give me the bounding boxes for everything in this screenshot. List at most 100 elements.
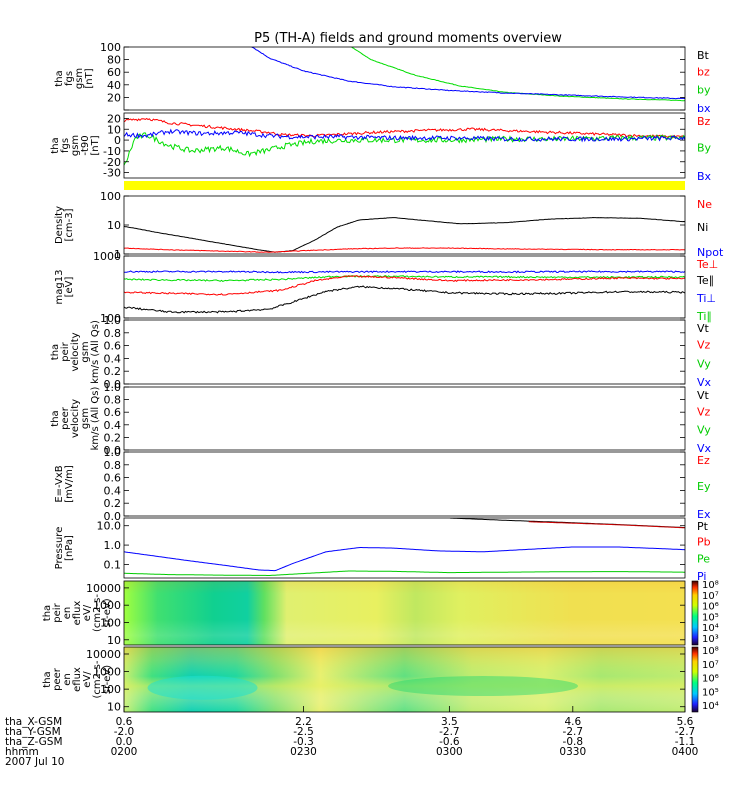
y-tick-label: 100 [100, 312, 121, 325]
y-tick-label: 60 [107, 66, 121, 79]
x-row-value: 5.6 [677, 716, 694, 728]
y-axis-label-line: gsm [74, 68, 85, 89]
series-line-Pi [124, 546, 685, 572]
y-axis-label-line: (cm2-s- [92, 594, 103, 632]
legend-Vx: Vx [697, 442, 712, 455]
colorbar-tick-label: 10⁸ [702, 646, 719, 657]
x-row-label: tha_Y-GSM [5, 726, 61, 738]
x-row-value: 0.0 [116, 736, 133, 748]
y-axis-label-line: tha [42, 671, 53, 687]
y-tick-label: 10 [107, 701, 121, 714]
y-tick-label: 0.4 [104, 484, 122, 497]
y-axis-label-line: eflux [72, 601, 83, 626]
y-axis-label-line: Density [54, 206, 65, 244]
y-tick-label: 1 [114, 248, 121, 261]
panel-peer-spectrogram: 10⁴ 10⁵ 10⁶ 10⁷ 10⁸ 10 100 1000 10000 tha peer en ef… [42, 646, 719, 714]
spectrogram-shading [124, 581, 685, 645]
panel-density: 1 10 100 Density [cm-3] Ne Ni Npot [54, 190, 724, 261]
legend-Te∥: Te∥ [696, 274, 714, 287]
series-line-Bz [124, 117, 685, 139]
y-axis-label-line: en [62, 607, 73, 620]
panel-frame [123, 451, 686, 517]
x-row-value: 0.6 [116, 716, 133, 728]
series-line-Te⊥ [124, 275, 685, 296]
series-line-Ti∥ [124, 275, 685, 282]
series-line-Bx [124, 128, 685, 143]
y-tick-label: 1000 [93, 666, 121, 679]
x-row-value: -0.8 [563, 736, 584, 748]
y-tick-label: 100 [100, 683, 121, 696]
y-axis-label-line: eflux [72, 667, 83, 692]
y-tick-label: 0.2 [104, 365, 122, 378]
series-line-Pb [528, 521, 685, 529]
colorbar-tick-label: 10⁶ [702, 602, 719, 613]
panel-frame [123, 46, 686, 111]
x-row-label: 2007 Jul 10 [5, 756, 64, 768]
y-tick-label: 1.0 [104, 381, 122, 394]
legend-Pe: Pe [697, 553, 710, 566]
series-line-Ni [124, 216, 685, 253]
y-tick-label: 1000 [93, 599, 121, 612]
legend-Bx: Bx [697, 170, 712, 183]
legend-Vt: Vt [697, 322, 710, 335]
y-tick-label: 0.8 [104, 394, 122, 407]
legend-Ni: Ni [697, 221, 708, 234]
y-axis-label-line: peir [60, 341, 71, 361]
panel-frame [123, 646, 686, 713]
y-tick-label: 0.0 [104, 378, 122, 391]
y-tick-label: 10000 [86, 582, 121, 595]
y-axis-label-line: [nT] [84, 68, 95, 88]
x-row-value: -2.7 [675, 726, 696, 738]
y-tick-label: 1.0 [104, 314, 122, 327]
y-tick-label: 0.4 [104, 352, 122, 365]
x-row-value: -2.5 [293, 726, 314, 738]
colorbar [691, 646, 699, 713]
legend-Pi: Pi [697, 570, 706, 583]
y-axis-label-line: fgs [64, 71, 75, 86]
series-line-Ti⊥ [124, 270, 685, 274]
y-tick-label: 0.2 [104, 497, 122, 510]
x-row-value: 4.6 [564, 716, 581, 728]
colorbar [691, 580, 699, 646]
y-axis-label-line: sr-eV) [102, 665, 113, 694]
y-axis-label-line: km/s (All Qs) [90, 387, 101, 451]
y-axis-label-line: tha [54, 70, 65, 86]
legend-Ti⊥: Ti⊥ [696, 292, 716, 305]
panel-temperature: 100 1000 mag13 [eV] Te⊥ Te∥ Ti⊥ Ti∥ [54, 250, 718, 325]
legend-bx: bx [697, 102, 711, 115]
y-axis-label-line: mag13 [54, 270, 65, 305]
y-axis-label-line: gsm [70, 135, 81, 156]
y-axis-label-line: gsm [80, 408, 91, 429]
legend-Ez: Ez [697, 454, 710, 467]
series-line-Pe [124, 570, 685, 576]
series-line-By [124, 132, 685, 166]
y-axis-label-line: E=-VxB [54, 465, 65, 502]
y-axis-label-line: tha [50, 344, 61, 360]
y-tick-label: -10 [103, 145, 121, 158]
panel-frame [123, 386, 686, 451]
y-tick-label: 1.0 [104, 539, 122, 552]
y-axis-label-line: velocity [70, 332, 81, 371]
y-axis-label-line: (cm2-s- [92, 660, 103, 698]
x-row-label: tha_Z-GSM [5, 736, 63, 748]
y-axis-label-line: tha [50, 137, 61, 153]
y-tick-label: 100 [100, 190, 121, 203]
legend-By: By [697, 142, 712, 155]
colorbar-tick-label: 10⁷ [702, 660, 719, 671]
legend-Vt: Vt [697, 389, 710, 402]
legend-Ti∥: Ti∥ [696, 310, 712, 323]
y-tick-label: -20 [103, 156, 121, 169]
y-axis-label-line: velocity [70, 399, 81, 438]
y-tick-label: 10 [107, 123, 121, 136]
legend-Vz: Vz [697, 339, 711, 352]
x-row-value: 0330 [559, 746, 586, 758]
y-tick-label: 10 [107, 634, 121, 647]
y-tick-label: 0.6 [104, 472, 122, 485]
x-row-value: -1.1 [675, 736, 696, 748]
